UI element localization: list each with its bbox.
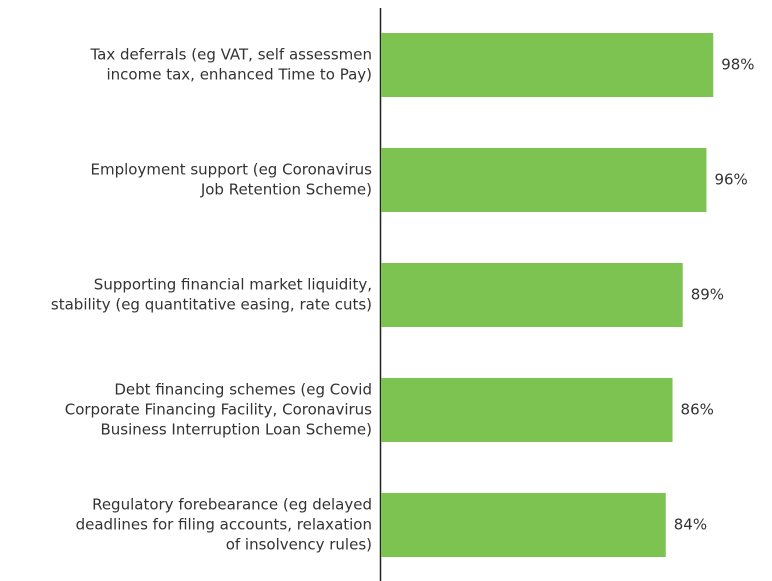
value-label: 86%	[681, 401, 714, 419]
category-label: Supporting financial market liquidity,	[94, 276, 372, 294]
bar	[381, 378, 673, 442]
category-label: Employment support (eg Coronavirus	[91, 161, 373, 179]
category-label: Regulatory forebearance (eg delayed	[92, 496, 372, 514]
category-label: deadlines for filing accounts, relaxatio…	[76, 516, 372, 534]
category-label: stability (eg quantitative easing, rate …	[51, 296, 372, 314]
category-label: Business Interruption Loan Scheme)	[101, 421, 373, 439]
value-label: 98%	[721, 56, 754, 74]
category-label: Job Retention Scheme)	[200, 181, 372, 199]
category-label: Corporate Financing Facility, Coronaviru…	[65, 401, 372, 419]
bar	[381, 493, 666, 557]
bar	[381, 148, 707, 212]
category-label: Tax deferrals (eg VAT, self assessmen	[89, 46, 372, 64]
category-label: Debt financing schemes (eg Covid	[114, 381, 372, 399]
value-label: 96%	[714, 171, 747, 189]
value-label: 89%	[691, 286, 724, 304]
category-label: of insolvency rules)	[226, 536, 372, 554]
bar	[381, 263, 683, 327]
value-label: 84%	[674, 516, 707, 534]
category-label: income tax, enhanced Time to Pay)	[107, 66, 373, 84]
bar	[381, 33, 714, 97]
